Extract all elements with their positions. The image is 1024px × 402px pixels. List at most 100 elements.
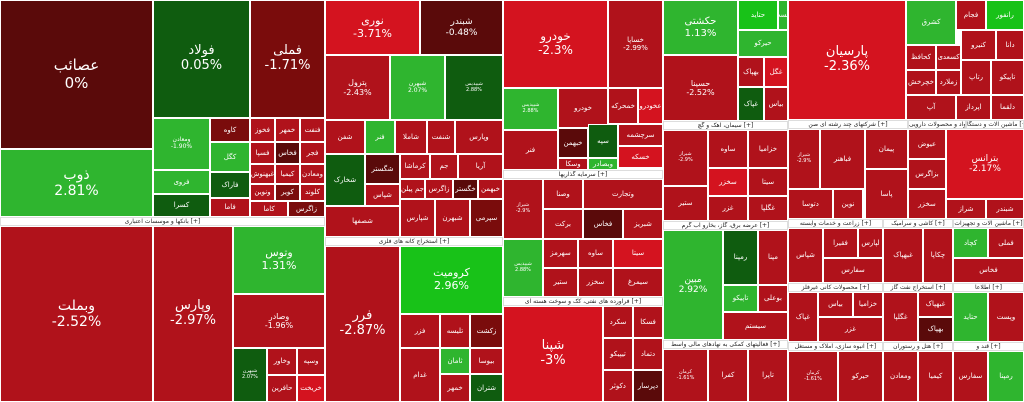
- tile-l10[interactable]: فاراک: [210, 172, 250, 198]
- tile-l48[interactable]: فسکا: [633, 306, 663, 338]
- sector-header-electric[interactable]: ماشین آلات و تجهیزات [+]: [953, 219, 1024, 228]
- sector-header-property[interactable]: انبوه سازی، املاک و مستغل [+]: [788, 342, 883, 351]
- tile-vpars[interactable]: وپارس -2.97%: [153, 226, 233, 402]
- tile-l25[interactable]: خگستر: [453, 179, 478, 199]
- tile-l96[interactable]: آپ: [906, 95, 956, 120]
- tile-l33[interactable]: خسکه: [618, 146, 663, 168]
- tile-l69[interactable]: کیمیا: [275, 164, 300, 184]
- tile-l53[interactable]: وخاور: [267, 348, 297, 375]
- tile-l81[interactable]: زاگرس: [288, 201, 325, 217]
- tile-l40[interactable]: شبریز: [623, 209, 663, 239]
- tile-l5[interactable]: فنفت: [300, 118, 325, 142]
- tile-l20[interactable]: کرماشا: [400, 154, 430, 179]
- tile-l87[interactable]: رانفور: [986, 0, 1024, 30]
- tile-l70[interactable]: سفارس: [953, 351, 988, 402]
- tile-l59[interactable]: بیاس: [764, 87, 788, 121]
- tile-l77[interactable]: ونوین: [250, 184, 275, 201]
- sector-header-utilities[interactable]: عرضه برق، گاز، بخارو آب گرم [+]: [663, 221, 788, 230]
- tile-small_5[interactable]: ومعادن -1.90%: [153, 118, 210, 170]
- tile-l110[interactable]: شپارس: [400, 199, 435, 237]
- tile-petrol[interactable]: پترول -2.43%: [325, 55, 390, 120]
- tile-l12[interactable]: شپاس: [365, 184, 400, 206]
- tile-l30[interactable]: خمحرکه: [608, 88, 638, 124]
- tile-vtoosa[interactable]: وتوس 1.31%: [233, 226, 325, 294]
- tile-l3[interactable]: فروی: [153, 170, 210, 194]
- sector-header-basic_metals[interactable]: استخراج کانه های فلزی [+]: [325, 237, 503, 246]
- tile-small_2[interactable]: کرمان -1.61%: [788, 351, 838, 402]
- tile-l55[interactable]: کچاد: [953, 228, 988, 258]
- tile-l16[interactable]: شاملا: [395, 120, 427, 154]
- tile-l11[interactable]: شگستر: [365, 154, 400, 184]
- tile-l46[interactable]: سیمرغ: [613, 268, 663, 297]
- tile-l58[interactable]: غپاک: [788, 292, 818, 342]
- tile-kromit[interactable]: کرومیت 2.96%: [400, 246, 503, 314]
- tile-l26[interactable]: خبهمن: [478, 179, 503, 199]
- tile-l75[interactable]: کسرا: [153, 194, 210, 217]
- tile-l44[interactable]: ستیر: [543, 268, 578, 297]
- tile-l36[interactable]: وصنا: [543, 179, 583, 209]
- tile-l65[interactable]: حتاید: [953, 292, 988, 342]
- sector-header-multi[interactable]: شرکتهای چند رشته ای صن [+]: [788, 120, 908, 129]
- tile-l44[interactable]: ستیر: [663, 186, 708, 221]
- tile-l49[interactable]: تیپیکو: [603, 338, 633, 370]
- tile-l100[interactable]: پیمان: [865, 129, 908, 169]
- tile-l99[interactable]: فباهنر: [820, 129, 865, 189]
- tile-l95[interactable]: تاپیکو: [991, 60, 1024, 95]
- tile-l111[interactable]: شبهرن: [435, 199, 470, 237]
- tile-small_2[interactable]: کرمان -1.61%: [663, 349, 708, 402]
- tile-fameli[interactable]: فملی -1.71%: [250, 0, 325, 118]
- tile-parsian[interactable]: پارسیان -2.36%: [788, 0, 906, 120]
- tile-l2[interactable]: فخوز: [250, 118, 275, 142]
- tile-l7[interactable]: فسپا: [250, 142, 275, 164]
- tile-small_4[interactable]: شیپدیس 2.88%: [503, 239, 543, 297]
- tile-l124[interactable]: فقیرا: [823, 228, 858, 258]
- tile-l70[interactable]: سفارس: [823, 258, 883, 283]
- tile-l79[interactable]: کلوند: [300, 184, 325, 201]
- tile-l26[interactable]: خبهمن: [558, 128, 588, 158]
- tile-l73[interactable]: تاپیکو: [723, 285, 758, 312]
- tile-l39[interactable]: فخاس: [583, 209, 623, 239]
- tile-l85[interactable]: کشرق: [906, 0, 956, 45]
- tile-l83[interactable]: کفرا: [708, 349, 748, 402]
- tile-l86[interactable]: فجام: [956, 0, 986, 30]
- tile-l28[interactable]: عخودرو: [638, 88, 663, 124]
- tile-shabandar[interactable]: شبندر -0.48%: [420, 0, 503, 55]
- tile-l98[interactable]: دلقما: [991, 95, 1024, 120]
- tile-khodro[interactable]: خودرو -2.3%: [503, 0, 608, 88]
- tile-mobin[interactable]: مبین 2.92%: [663, 230, 723, 340]
- tile-l108[interactable]: حافرین: [267, 375, 297, 402]
- tile-l93[interactable]: زملارد: [936, 70, 961, 95]
- tile-small_1[interactable]: شیراز -2.9%: [663, 130, 708, 186]
- tile-l82[interactable]: سیستم: [723, 312, 788, 340]
- tile-l97[interactable]: اپرداز: [956, 95, 991, 120]
- tile-l61[interactable]: غزر: [818, 317, 883, 342]
- tile-l89[interactable]: کسعدی: [936, 45, 961, 70]
- tile-noori[interactable]: نوری -3.71%: [325, 0, 420, 55]
- tile-l45[interactable]: سخزر: [708, 168, 748, 196]
- sector-header-auto[interactable]: سرمایه گذاریها [+]: [503, 170, 663, 179]
- tile-l6[interactable]: کگل: [210, 142, 250, 172]
- tile-l119[interactable]: خمهر: [440, 374, 470, 402]
- sector-header-food[interactable]: فعالیتهای کمکی به نهادهای مالی واسط [+]: [663, 340, 788, 349]
- tile-l38[interactable]: برکت: [543, 209, 583, 239]
- tile-l60[interactable]: خزامیا: [853, 292, 883, 317]
- tile-l9[interactable]: فجر: [300, 142, 325, 164]
- tile-l17[interactable]: شفن: [325, 120, 365, 154]
- tile-l29[interactable]: فنر: [365, 120, 395, 154]
- tile-asab[interactable]: عصائب 0%: [0, 0, 153, 149]
- tile-l88[interactable]: کحافظ: [906, 45, 936, 70]
- tile-l15[interactable]: غبهنوش: [250, 164, 275, 184]
- tile-l103[interactable]: پاسا: [865, 169, 908, 219]
- tile-l45[interactable]: سخزر: [578, 268, 613, 297]
- tile-l120[interactable]: شتران: [470, 374, 503, 402]
- tile-l94[interactable]: رتاپ: [961, 60, 991, 95]
- tile-zob[interactable]: ذوب 2.81%: [0, 149, 153, 217]
- tile-l71[interactable]: رمپنا: [723, 230, 758, 285]
- tile-l63[interactable]: غبهپاک: [918, 292, 953, 317]
- tile-l42[interactable]: ساوه: [708, 130, 748, 168]
- tile-vbmellat[interactable]: وبملت -2.52%: [0, 226, 153, 402]
- tile-l101[interactable]: دتوسا: [788, 189, 833, 219]
- tile-l47[interactable]: سکرد: [603, 306, 633, 338]
- tile-l58[interactable]: غپاک: [738, 87, 764, 121]
- sector-header-mining[interactable]: کاشی و سرامیک [+]: [883, 219, 953, 228]
